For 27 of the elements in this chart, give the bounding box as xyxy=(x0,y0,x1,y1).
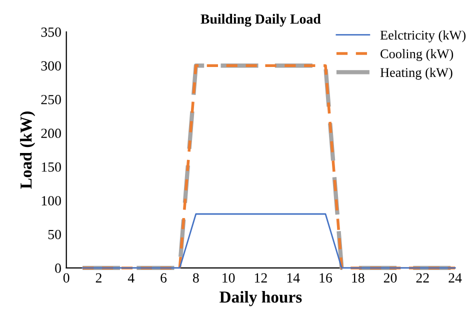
y-tick-label: 150 xyxy=(42,162,61,172)
x-tick-label: 2 xyxy=(96,273,102,282)
x-tick-label: 18 xyxy=(352,273,364,283)
y-tick-label: 0 xyxy=(55,264,61,273)
y-tick-label: 50 xyxy=(48,230,61,240)
legend-label: Eelctricity (kW) xyxy=(380,30,466,42)
x-tick-label: 0 xyxy=(63,273,70,283)
y-axis-title: Load (kW) xyxy=(20,112,36,189)
y-tick-label: 300 xyxy=(41,61,61,71)
y-tick-label: 250 xyxy=(41,94,61,104)
y-tick-label: 100 xyxy=(42,196,61,206)
x-tick-label: 20 xyxy=(384,273,397,283)
legend-label: Heating (kW) xyxy=(380,68,452,80)
x-tick-label: 8 xyxy=(192,273,199,283)
legend-label: Cooling (kW) xyxy=(380,49,454,62)
y-tick-label: 350 xyxy=(41,27,61,37)
x-tick-label: 24 xyxy=(448,273,462,282)
x-axis-title: Daily hours xyxy=(220,290,302,306)
x-tick-label: 10 xyxy=(222,273,235,283)
x-tick-label: 14 xyxy=(287,273,300,282)
x-tick-label: 22 xyxy=(416,273,429,282)
x-tick-label: 12 xyxy=(254,273,267,282)
y-tick-label: 200 xyxy=(41,128,61,138)
chart-title: Building Daily Load xyxy=(200,14,321,27)
x-tick-label: 4 xyxy=(128,273,134,282)
x-tick-label: 6 xyxy=(160,273,167,283)
x-tick-label: 16 xyxy=(320,273,332,283)
